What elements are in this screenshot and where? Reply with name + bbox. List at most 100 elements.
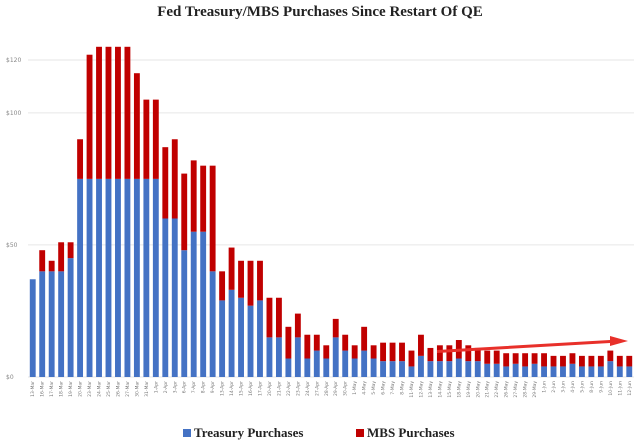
bar-mbs	[522, 353, 529, 367]
y-tick-label: $50	[6, 242, 18, 249]
x-tick-label: 20-Apr	[267, 381, 273, 396]
x-tick-label: 28-Apr	[324, 381, 330, 396]
x-tick-label: 21-Apr	[276, 381, 282, 396]
bar-mbs	[162, 147, 169, 219]
bar-mbs	[266, 297, 273, 338]
bar-mbs	[96, 46, 102, 179]
bar-mbs	[133, 73, 140, 179]
x-tick-label: 26-Mar	[115, 381, 121, 397]
bar-treasury	[105, 178, 112, 377]
bar-treasury	[48, 271, 55, 377]
bar-mbs	[465, 345, 472, 362]
bar-mbs	[607, 350, 614, 362]
x-tick-label: 6-May	[381, 381, 387, 395]
x-tick-label: 17-Mar	[49, 381, 55, 397]
bar-treasury	[597, 366, 604, 377]
bar-treasury	[531, 363, 538, 377]
x-tick-label: 4-Jun	[570, 381, 576, 393]
bar-treasury	[399, 361, 405, 377]
bar-treasury	[323, 358, 330, 377]
bar-treasury	[436, 361, 443, 377]
x-tick-label: 29-Apr	[333, 381, 339, 396]
bar-treasury	[294, 337, 301, 377]
x-tick-label: 21-May	[485, 381, 491, 398]
bar-mbs	[332, 318, 339, 338]
legend-swatch-treasury	[183, 429, 191, 437]
y-tick-label: $120	[6, 57, 21, 64]
x-tick-label: 19-May	[466, 381, 472, 398]
x-tick-label: 10-Jun	[608, 381, 614, 396]
x-tick-label: 14-Apr	[229, 381, 235, 396]
bar-treasury	[550, 366, 557, 377]
bars	[29, 46, 633, 377]
x-tick-label: 29-May	[532, 381, 538, 398]
x-tick-label: 12-Jun	[627, 381, 633, 396]
bar-mbs	[560, 355, 566, 367]
chart-title: Fed Treasury/MBS Purchases Since Restart…	[157, 4, 483, 20]
bar-treasury	[162, 218, 169, 377]
bar-treasury	[541, 366, 547, 377]
bar-treasury	[380, 361, 387, 377]
x-tick-label: 26-May	[504, 381, 510, 398]
bar-treasury	[455, 358, 462, 377]
bar-treasury	[332, 337, 339, 377]
bar-treasury	[58, 271, 65, 377]
bar-mbs	[578, 355, 585, 367]
bar-mbs	[436, 345, 443, 362]
trend-arrow-shape	[437, 336, 628, 353]
bar-treasury	[152, 178, 159, 377]
x-tick-label: 13-May	[428, 381, 434, 398]
bar-treasury	[209, 271, 216, 377]
x-tick-label: 20-Mar	[78, 381, 84, 397]
bar-mbs	[39, 250, 46, 272]
x-tick-label: 1-Apr	[153, 381, 159, 393]
bar-treasury	[493, 363, 500, 377]
bar-mbs	[219, 271, 226, 301]
bar-mbs	[342, 334, 349, 351]
x-tick-label: 27-Mar	[125, 381, 131, 397]
bar-mbs	[399, 342, 405, 362]
y-axis-ticks: $0 $50 $100 $120	[6, 57, 21, 381]
bar-mbs	[124, 46, 131, 179]
bar-mbs	[67, 242, 74, 259]
bar-treasury	[247, 305, 254, 377]
x-tick-label: 11-May	[409, 381, 415, 398]
bar-treasury	[361, 350, 368, 377]
bar-mbs	[361, 326, 368, 351]
bar-treasury	[351, 358, 358, 377]
bar-treasury	[588, 366, 595, 377]
bar-treasury	[560, 366, 566, 377]
bar-mbs	[541, 353, 547, 367]
bar-treasury	[465, 361, 472, 377]
bar-mbs	[597, 355, 604, 367]
x-tick-label: 16-Mar	[40, 381, 46, 397]
x-tick-label: 11-Jun	[617, 381, 623, 396]
bar-mbs	[446, 345, 453, 362]
bar-mbs	[626, 355, 633, 367]
bar-treasury	[626, 366, 633, 377]
bar-mbs	[58, 242, 65, 272]
y-tick-label: $100	[6, 110, 21, 117]
x-axis-ticks: 13-Mar 16-Mar 17-Mar 18-Mar 19-Mar 20-Mar 23-M…	[30, 381, 633, 398]
x-tick-label: 7-Apr	[191, 381, 197, 393]
bar-mbs	[190, 160, 197, 232]
x-tick-label: 16-Apr	[248, 381, 254, 396]
bar-treasury	[171, 218, 178, 377]
bar-treasury	[370, 358, 377, 377]
bar-treasury	[313, 350, 320, 377]
bar-treasury	[522, 366, 529, 377]
x-tick-label: 13-Apr	[220, 381, 226, 396]
bar-mbs	[304, 334, 311, 359]
bar-mbs	[389, 342, 396, 362]
bar-treasury	[607, 361, 614, 377]
bar-mbs	[143, 99, 150, 179]
x-tick-label: 15-Apr	[239, 381, 245, 396]
bar-mbs	[238, 260, 244, 298]
bar-treasury	[29, 279, 36, 377]
bar-treasury	[266, 337, 273, 377]
bar-treasury	[143, 178, 150, 377]
bar-mbs	[323, 345, 330, 359]
bar-mbs	[105, 46, 112, 179]
x-tick-label: 31-Mar	[144, 381, 150, 397]
